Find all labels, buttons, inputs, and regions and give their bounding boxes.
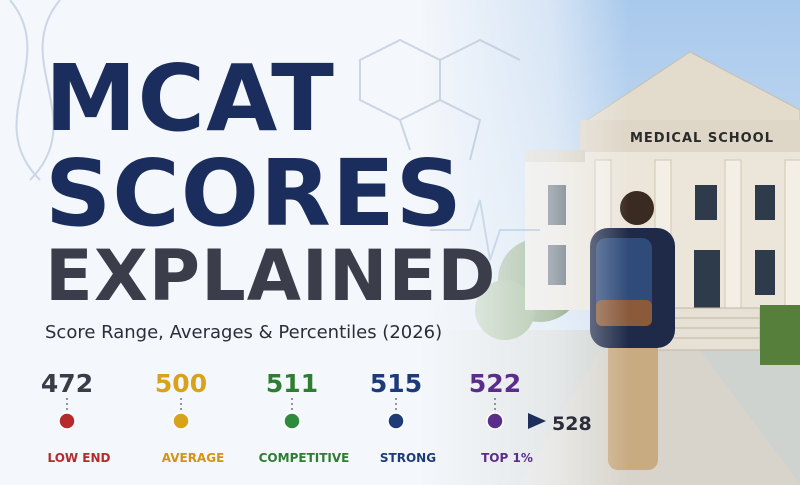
score-label: AVERAGE xyxy=(162,451,225,465)
score-marker xyxy=(283,412,301,430)
score-label: TOP 1% xyxy=(481,451,533,465)
score-label: LOW END xyxy=(47,451,110,465)
photo xyxy=(420,0,800,485)
title-line: SCORES xyxy=(45,140,463,247)
score-label: STRONG xyxy=(380,451,436,465)
score-value: 515 xyxy=(370,369,422,398)
score-value: 472 xyxy=(41,369,93,398)
score-marker xyxy=(58,412,76,430)
score-value: 522 xyxy=(469,369,521,398)
molecule-decoration xyxy=(9,0,540,261)
score-value: 511 xyxy=(266,369,318,398)
scale-arrow xyxy=(528,413,546,429)
score-value: 500 xyxy=(155,369,207,398)
title-line: EXPLAINED xyxy=(45,235,496,317)
score-label: COMPETITIVE xyxy=(259,451,350,465)
subtitle: Score Range, Averages & Percentiles (202… xyxy=(45,322,442,343)
title-line: MCAT xyxy=(45,45,335,152)
score-marker xyxy=(486,412,504,430)
scale-end: 528 xyxy=(552,413,592,435)
building-sign: MEDICAL SCHOOL xyxy=(630,131,774,146)
score-marker xyxy=(172,412,190,430)
score-marker xyxy=(387,412,405,430)
